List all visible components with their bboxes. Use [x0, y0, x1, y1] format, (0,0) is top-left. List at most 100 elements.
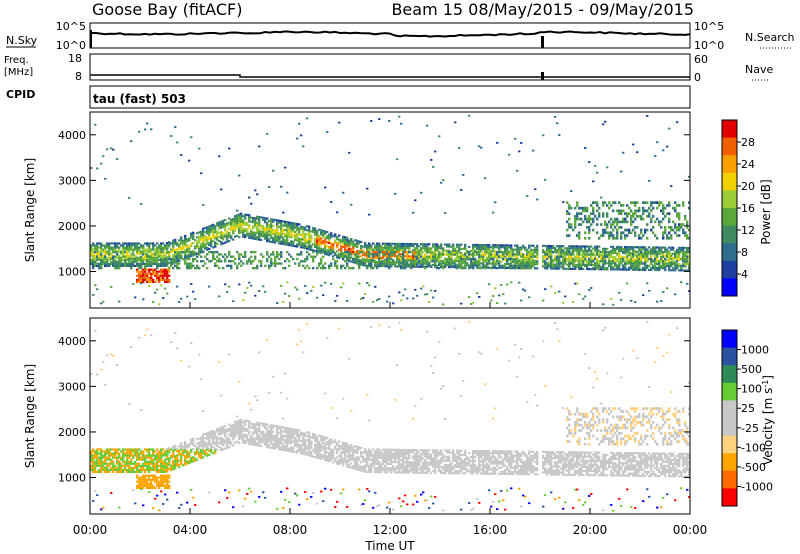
power-echo-cell — [94, 251, 97, 254]
power-echo-cell — [178, 262, 181, 265]
power-echo-cell — [420, 265, 423, 268]
power-echo-cell — [624, 260, 627, 263]
velocity-echo-cell — [152, 484, 155, 487]
power-echo-cell — [484, 252, 487, 255]
velocity-echo-cell — [150, 454, 153, 457]
cpid-label: CPID — [6, 88, 35, 101]
power-echo-cell — [316, 244, 319, 247]
power-echo-cell — [670, 234, 673, 237]
power-echo-cell — [306, 247, 309, 250]
power-echo-cell — [292, 257, 295, 261]
power-echo-cell — [304, 232, 307, 235]
power-echo-cell — [456, 249, 459, 252]
power-echo-cell — [348, 249, 351, 252]
power-echo-cell — [648, 257, 651, 261]
power-echo-cell — [606, 166, 609, 169]
velocity-echo-cell — [150, 484, 153, 487]
power-echo-cell — [156, 274, 159, 277]
power-echo-cell — [272, 230, 275, 233]
power-echo-cell — [144, 270, 147, 273]
beam-date-title: Beam 15 08/May/2015 - 09/May/2015 — [391, 0, 694, 19]
power-echo-cell — [288, 227, 291, 230]
power-echo-cell — [158, 280, 161, 283]
power-echo-cell — [252, 235, 255, 238]
power-echo-cell — [662, 209, 665, 213]
velocity-echo-cell — [118, 470, 121, 473]
power-echo-cell — [426, 261, 429, 264]
power-echo-cell — [160, 276, 163, 279]
power-echo-cell — [130, 256, 133, 259]
power-echo-cell — [134, 242, 137, 245]
velocity-echo-cell — [180, 454, 183, 457]
power-echo-cell — [450, 245, 453, 248]
power-echo-cell — [684, 253, 687, 256]
power-echo-cell — [664, 215, 667, 218]
power-echo-cell — [636, 251, 639, 254]
power-echo-cell — [160, 278, 163, 281]
power-echo-cell — [610, 249, 613, 252]
velocity-echo-cell — [140, 466, 143, 469]
velocity-echo-cell — [142, 458, 145, 461]
power-echo-cell — [670, 248, 673, 251]
power-echo-cell — [510, 257, 513, 261]
power-echo-cell — [520, 142, 523, 144]
power-echo-cell — [390, 251, 393, 254]
power-echo-cell — [338, 240, 341, 243]
power-echo-cell — [108, 250, 111, 253]
power-echo-cell — [600, 266, 603, 269]
power-echo-cell — [152, 252, 155, 255]
velocity-echo-cell — [196, 450, 199, 453]
power-echo-cell — [128, 242, 131, 245]
power-echo-cell — [122, 250, 125, 253]
power-echo-cell — [512, 267, 515, 270]
velocity-echo-cell — [184, 461, 187, 464]
power-echo-cell — [406, 263, 409, 266]
power-echo-cell — [100, 264, 103, 267]
power-echo-cell — [440, 262, 443, 265]
power-echo-cell — [176, 141, 179, 144]
velocity-echo-cell — [134, 462, 137, 465]
power-echo-cell — [156, 251, 159, 254]
power-echo-cell — [578, 253, 581, 256]
power-echo-cell — [678, 234, 681, 237]
power-echo-cell — [454, 247, 457, 250]
power-echo-cell — [638, 234, 641, 237]
power-echo-cell — [594, 264, 597, 267]
power-echo-cell — [648, 206, 651, 210]
power-echo-cell — [284, 229, 287, 232]
power-echo-cell — [606, 251, 609, 254]
power-echo-cell — [258, 145, 261, 148]
power-echo-cell — [644, 264, 647, 267]
power-echo-cell — [398, 242, 401, 245]
power-echo-cell — [664, 228, 667, 232]
power-echo-cell — [402, 242, 405, 245]
velocity-echo-cell — [168, 451, 171, 454]
power-echo-cell — [436, 257, 439, 260]
power-echo-cell — [600, 196, 603, 199]
power-echo-cell — [244, 236, 247, 239]
velocity-echo-cell — [176, 448, 179, 451]
velocity-echo-cell — [148, 450, 151, 453]
power-echo-cell — [152, 268, 155, 271]
power-echo-cell — [214, 237, 217, 240]
power-echo-cell — [402, 249, 405, 252]
power-echo-cell — [556, 245, 559, 248]
power-echo-cell — [214, 225, 217, 228]
power-echo-cell — [224, 219, 227, 222]
power-echo-cell — [650, 254, 653, 257]
velocity-echo-cell — [148, 454, 151, 457]
velocity-echo-cell — [192, 439, 195, 442]
power-echo-cell — [338, 234, 341, 237]
power-echo-cell — [142, 244, 145, 247]
power-echo-cell — [154, 291, 157, 294]
power-echo-cell — [298, 229, 301, 232]
power-echo-cell — [460, 189, 463, 191]
power-echo-cell — [458, 260, 461, 263]
power-echo-cell — [662, 252, 665, 255]
power-echo-cell — [94, 284, 97, 287]
velocity-echo-cell — [136, 448, 139, 451]
power-echo-cell — [162, 262, 165, 265]
power-echo-cell — [150, 257, 153, 261]
power-echo-cell — [116, 253, 119, 256]
